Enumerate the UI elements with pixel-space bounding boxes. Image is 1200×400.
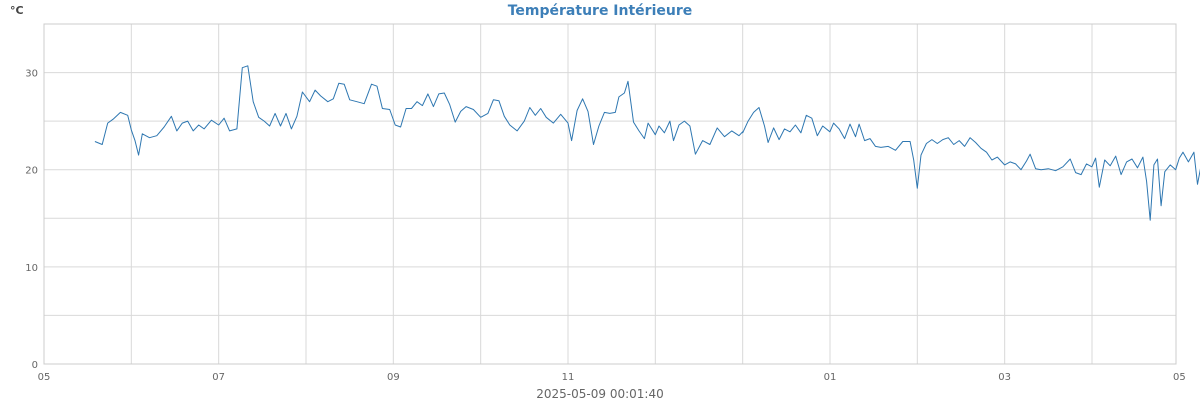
x-tick-label: 11 <box>562 372 575 383</box>
x-tick-label: 05 <box>1173 372 1186 383</box>
x-axis-ticks: 05 07 09 11 01 03 05 <box>38 372 1186 383</box>
series-layer <box>94 65 1200 221</box>
series-line-temperature <box>94 65 1200 221</box>
grid <box>43 23 1176 365</box>
x-tick-label: 01 <box>824 372 837 383</box>
timestamp-label: 2025-05-09 00:01:40 <box>536 387 663 400</box>
y-axis-unit-label: °C <box>10 4 24 17</box>
y-tick-label: 0 <box>32 360 38 371</box>
chart-title: Température Intérieure <box>508 3 693 19</box>
y-tick-label: 30 <box>25 69 38 80</box>
x-tick-label: 05 <box>38 372 51 383</box>
x-tick-label: 09 <box>387 372 400 383</box>
y-tick-label: 10 <box>25 263 38 274</box>
x-tick-label: 03 <box>998 372 1011 383</box>
plot-area-frame <box>43 23 1177 365</box>
y-tick-label: 20 <box>25 166 38 177</box>
y-axis-ticks: 0 10 20 30 <box>25 69 38 371</box>
x-tick-label: 07 <box>212 372 225 383</box>
